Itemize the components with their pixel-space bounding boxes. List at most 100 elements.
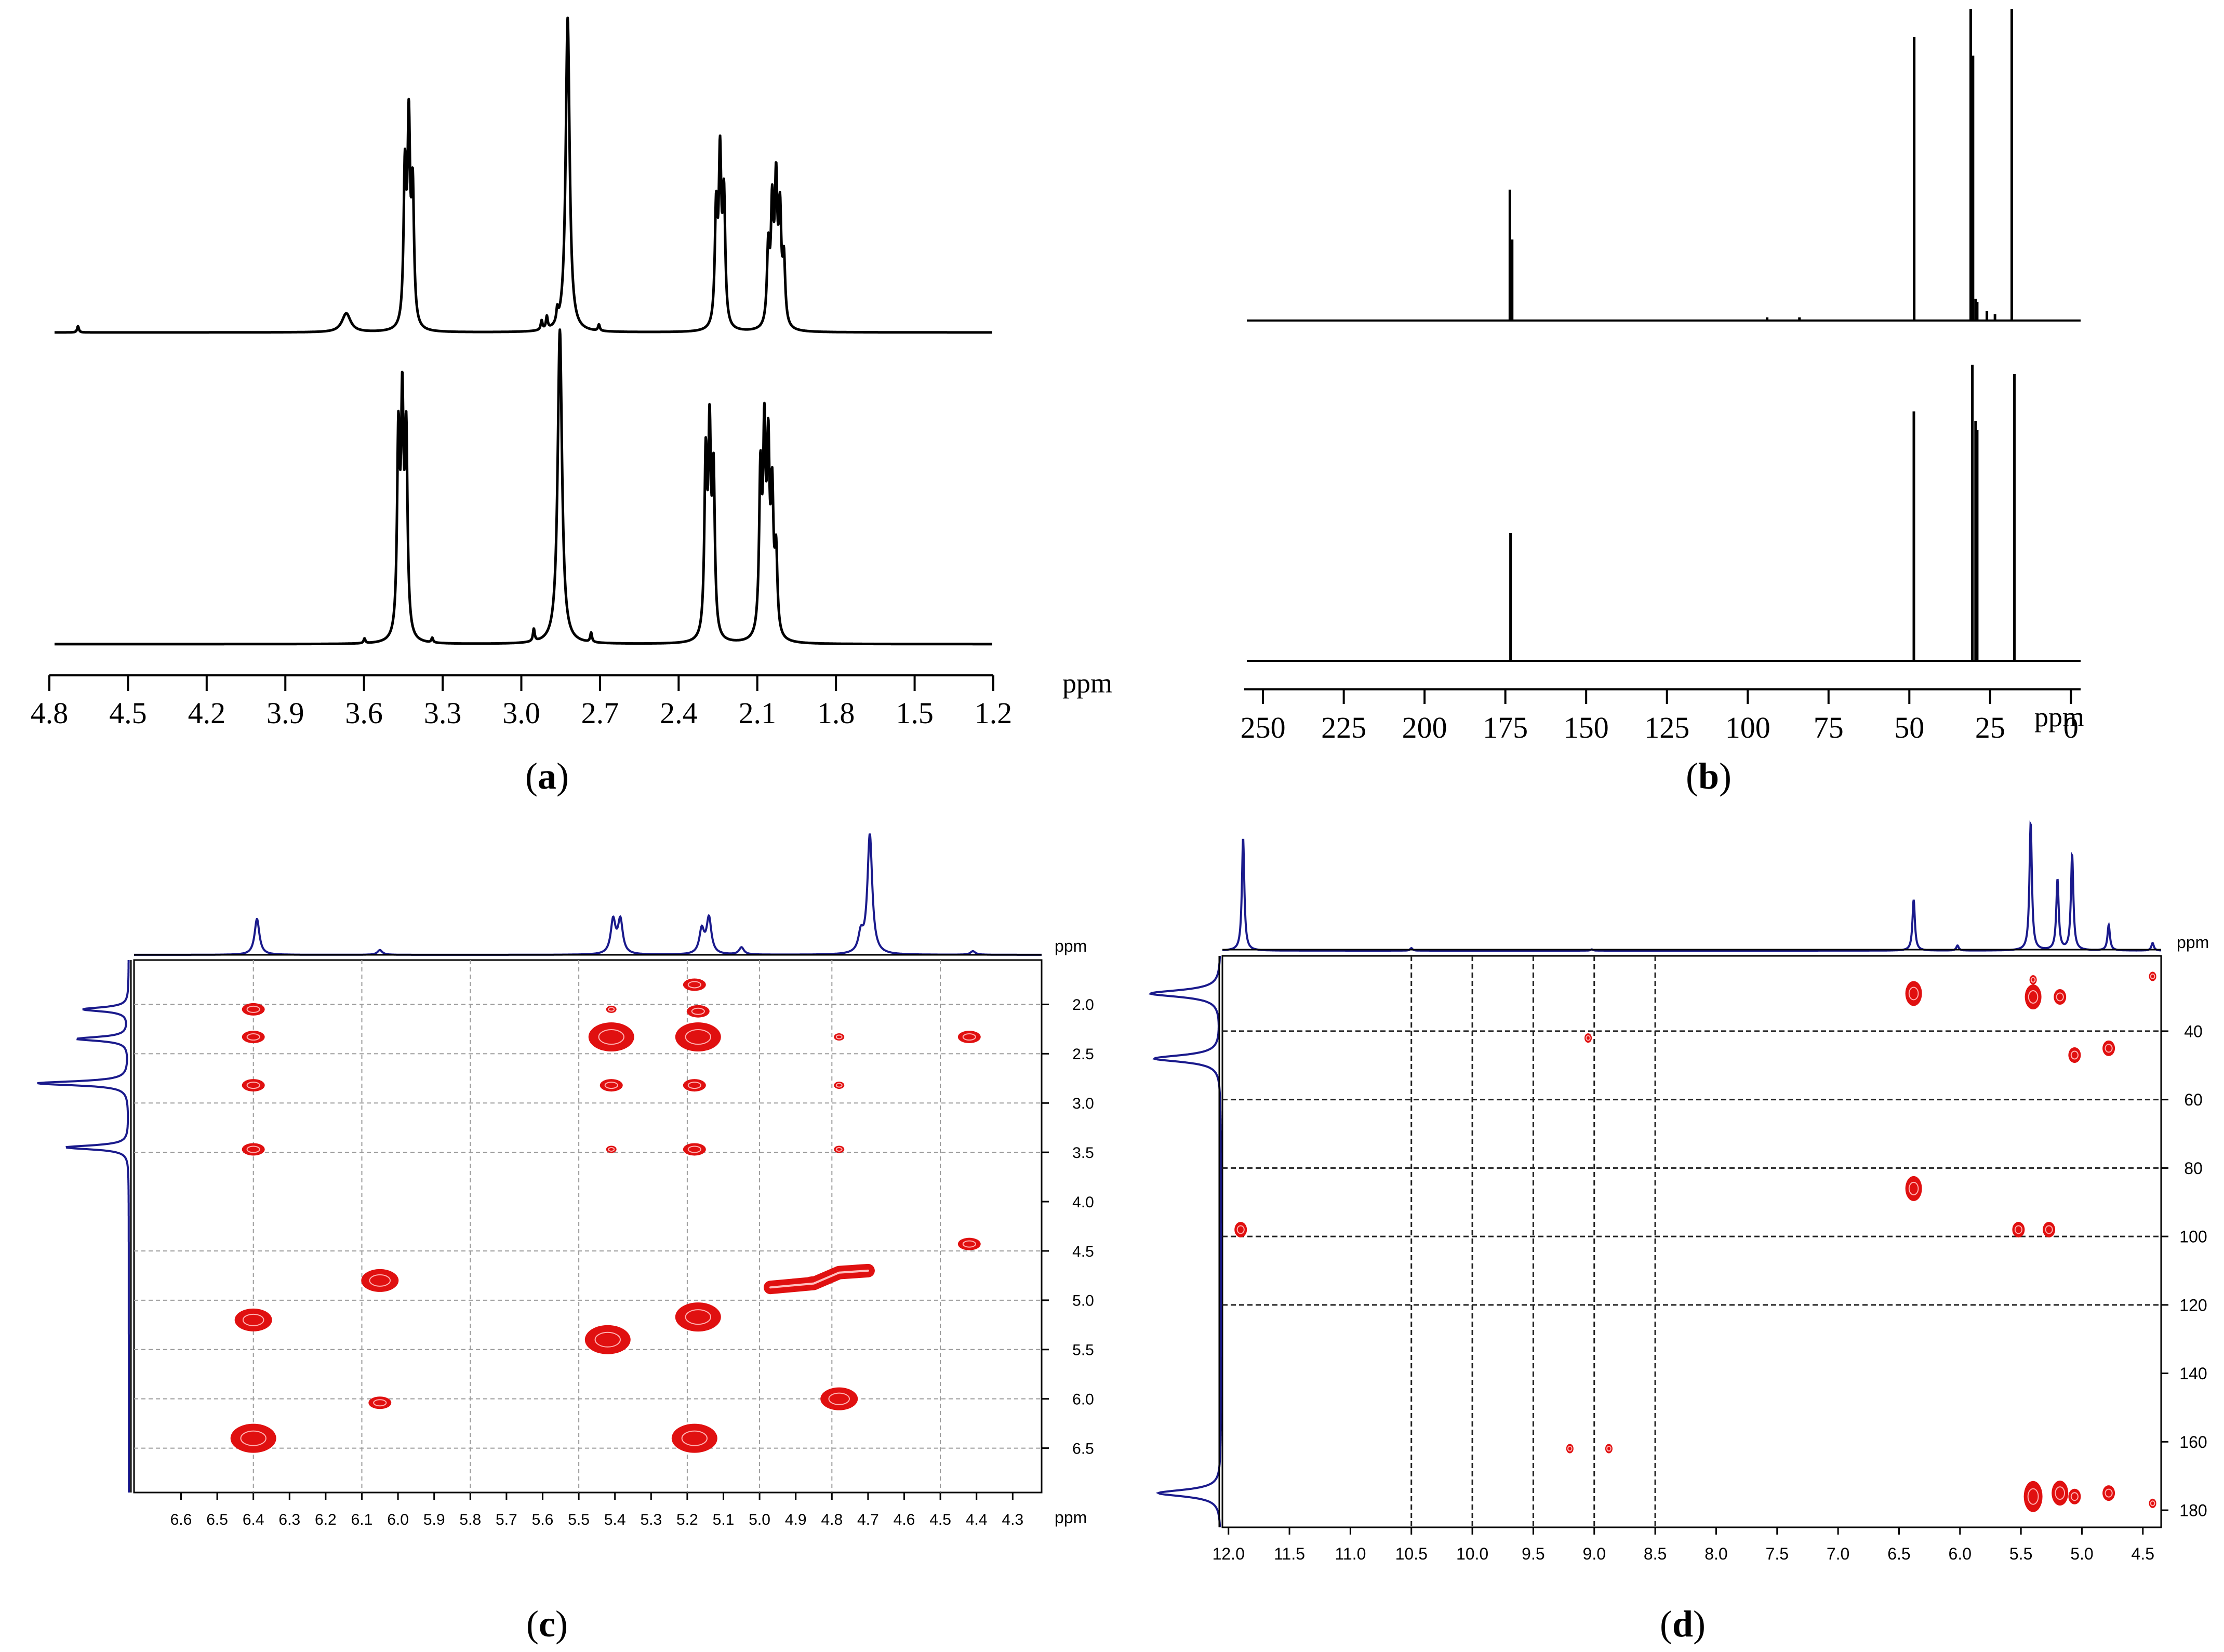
top-axis-unit: ppm	[2177, 933, 2209, 952]
cross-peak-contour	[687, 1145, 701, 1153]
cross-peak	[957, 1237, 981, 1250]
cross-peak-body	[2025, 984, 2042, 1010]
y-tick-label: 60	[2184, 1090, 2203, 1109]
cross-peak	[230, 1423, 276, 1453]
cross-peak-contour	[691, 1007, 705, 1015]
x-tick-label: 10.5	[1395, 1544, 1428, 1563]
y-tick-label: 100	[2179, 1228, 2207, 1246]
cross-peak-body	[234, 1308, 272, 1331]
cross-peak-contour	[2045, 1225, 2053, 1234]
cross-peak	[234, 1308, 272, 1331]
cross-peak-body	[1905, 1176, 1922, 1201]
cross-peak-body	[2068, 1488, 2081, 1504]
cross-peak-contour	[2150, 1500, 2155, 1507]
cross-peak	[2068, 1047, 2081, 1063]
spectrum-trace-1	[1247, 9, 2081, 322]
panel-d-plot: 12.0 11.5 11.0 10.5 10.0 9.5 9.0 8.5 8.0 7.5 7.0 6.…	[1148, 820, 2209, 1563]
x-tick-label: 8.5	[1644, 1544, 1667, 1563]
x-tick-label: 225	[1321, 711, 1366, 744]
spectrum-trace-2	[1247, 365, 2081, 662]
x-tick-label: 6.6	[170, 1511, 192, 1528]
panel-d-caption: (d)	[1660, 1603, 1706, 1645]
panel-b-spectrum-traces	[1247, 9, 2081, 662]
x-tick-label: 4.9	[785, 1511, 807, 1528]
x-tick-label: 5.1	[713, 1511, 735, 1528]
cross-peak	[242, 1003, 265, 1016]
x-tick-label: 9.5	[1522, 1544, 1544, 1563]
cross-peak-contour	[835, 1034, 843, 1040]
x-tick-label: 2.7	[581, 696, 619, 730]
x-tick-label: 5.9	[423, 1511, 445, 1528]
cross-peak-contour	[608, 1147, 615, 1152]
cross-peak	[683, 1079, 706, 1092]
cross-peak-ridge	[764, 1263, 875, 1295]
y-tick-label: 6.5	[1072, 1440, 1094, 1457]
cross-peak-body	[2012, 1221, 2025, 1237]
cross-peak	[242, 1079, 265, 1092]
cross-peak-contour	[2070, 1050, 2079, 1060]
cross-peak-contour	[594, 1331, 621, 1348]
cross-peak-contour	[2014, 1225, 2023, 1234]
cross-peak	[1234, 1221, 1247, 1237]
x-tick-label: 4.4	[966, 1511, 988, 1528]
cross-peak	[1905, 1176, 1922, 1201]
cross-peak-body	[2102, 1485, 2115, 1501]
x-tick-label: 6.4	[243, 1511, 264, 1528]
cross-peak	[2149, 1498, 2156, 1508]
cross-peak-contour	[687, 1082, 701, 1089]
cross-peak	[600, 1079, 623, 1092]
cross-peak-contour	[2070, 1492, 2079, 1501]
cross-peak-body	[2149, 971, 2156, 981]
x-tick-label: 4.8	[821, 1511, 843, 1528]
cross-peak-body	[2068, 1047, 2081, 1063]
cross-peak	[1584, 1033, 1592, 1043]
cross-peak-contour	[604, 1082, 618, 1089]
cross-peak	[2025, 984, 2042, 1010]
cross-peak-contour	[1606, 1446, 1612, 1452]
cross-peak	[242, 1031, 265, 1044]
left-projection	[37, 960, 130, 1493]
x-tick-label: 6.1	[351, 1511, 373, 1528]
cross-peak-contour	[240, 1430, 267, 1446]
cross-peak-body	[242, 1003, 265, 1016]
panel-c-plot: 6.6 6.5 6.4 6.3 6.2 6.1 6.0 5.9 5.8 5.7 5.6 5.5 5.4 5…	[37, 833, 1094, 1528]
cross-peak-body	[957, 1031, 981, 1044]
cross-peak-body	[834, 1082, 845, 1089]
x-tick-label: 6.0	[387, 1511, 409, 1528]
cross-peak-body	[242, 1031, 265, 1044]
cross-peak-body	[584, 1325, 631, 1354]
cross-peak-contour	[681, 1430, 708, 1446]
cross-peak-contour	[685, 1029, 711, 1045]
y-tick-label: 3.0	[1072, 1095, 1094, 1112]
panel-a-axis-unit: ppm	[1062, 668, 1112, 699]
x-tick-label: 75	[1814, 711, 1844, 744]
cross-peak-contour	[608, 1007, 615, 1012]
panel-a-1h-nmr: 4.8 4.5 4.2 3.9 3.6 3.3 3.0 2.7 2.4 2.1 1.8 1.5 1.2 …	[31, 16, 1112, 797]
x-tick-label: 2.4	[660, 696, 698, 730]
cross-peak-body	[368, 1396, 392, 1409]
top-projection	[1222, 820, 2161, 952]
x-tick-label: 5.0	[749, 1511, 770, 1528]
panel-d-2d-nmr: 12.0 11.5 11.0 10.5 10.0 9.5 9.0 8.5 8.0 7.5 7.0 6.…	[1148, 820, 2209, 1645]
cross-peak	[1605, 1444, 1613, 1454]
cross-peak-body	[1234, 1221, 1247, 1237]
x-tick-label: 5.8	[459, 1511, 481, 1528]
x-tick-label: 250	[1241, 711, 1286, 744]
top-projection-trace	[134, 833, 1042, 956]
cross-peak-contour	[2055, 1486, 2066, 1500]
x-tick-label: 4.5	[929, 1511, 951, 1528]
spectrum-trace-1	[54, 16, 993, 334]
cross-peak-contour	[369, 1274, 391, 1287]
cross-peak-body	[606, 1145, 617, 1153]
cross-peak-contour	[1586, 1035, 1591, 1041]
x-tick-label: 200	[1402, 711, 1447, 744]
y-tick-label: 6.0	[1072, 1391, 1094, 1408]
y-tick-label: 140	[2179, 1364, 2207, 1383]
cross-peak-body	[834, 1033, 845, 1041]
plot-frame	[133, 959, 1043, 1494]
panel-c-caption: (c)	[526, 1603, 568, 1645]
cross-peak	[834, 1145, 845, 1153]
panel-c-2d-nmr: 6.6 6.5 6.4 6.3 6.2 6.1 6.0 5.9 5.8 5.7 5.6 5.5 5.4 5…	[37, 833, 1094, 1645]
cross-peak-contour	[685, 1309, 711, 1325]
cross-peak-contour	[2150, 974, 2155, 980]
